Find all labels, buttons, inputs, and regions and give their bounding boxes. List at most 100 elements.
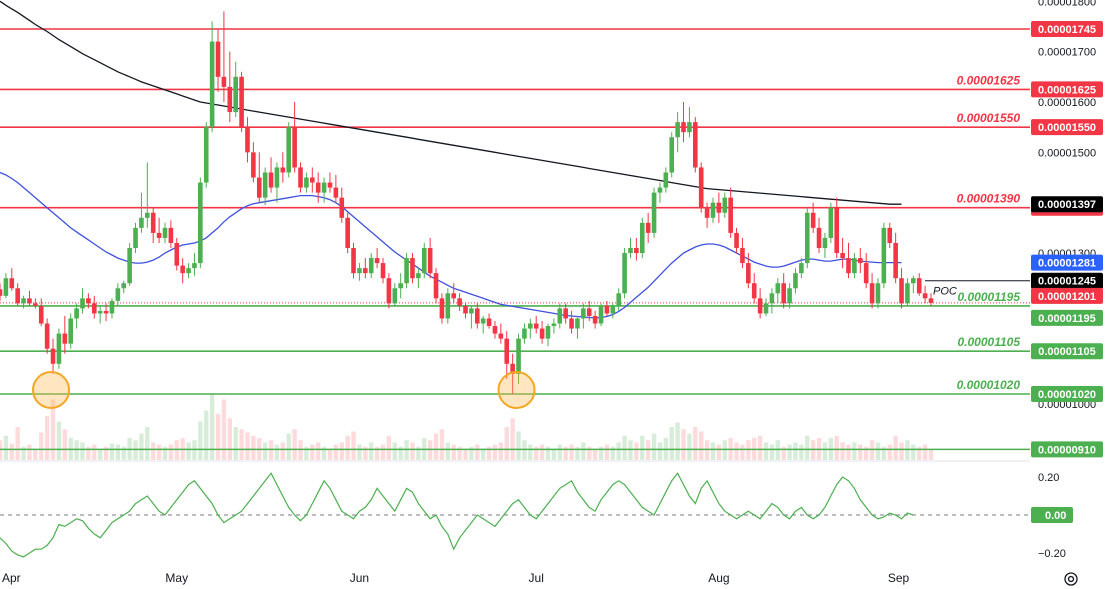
candle[interactable]	[857, 248, 863, 274]
candle[interactable]	[675, 112, 680, 153]
candle[interactable]	[121, 280, 127, 294]
candle[interactable]	[457, 293, 462, 311]
candle[interactable]	[816, 217, 822, 254]
candle[interactable]	[480, 315, 486, 334]
candle[interactable]	[651, 187, 657, 238]
candle[interactable]	[109, 298, 115, 319]
candle[interactable]	[610, 303, 616, 319]
candle[interactable]	[133, 222, 138, 254]
candle[interactable]	[421, 242, 427, 279]
candle[interactable]	[174, 237, 180, 271]
candle[interactable]	[203, 122, 209, 188]
candle[interactable]	[881, 222, 887, 289]
candle[interactable]	[887, 222, 893, 248]
candle[interactable]	[722, 192, 728, 218]
candle[interactable]	[810, 202, 816, 233]
horizontal-levels[interactable]: 0.00001625 0.00001550 0.00001390 0.00001195…	[0, 28, 1030, 451]
candle[interactable]	[150, 207, 156, 243]
candle[interactable]	[327, 172, 333, 193]
candle[interactable]	[622, 248, 627, 299]
candle[interactable]	[539, 321, 545, 344]
candle[interactable]	[657, 182, 663, 203]
candle[interactable]	[869, 273, 875, 309]
candle[interactable]	[62, 315, 68, 354]
candle[interactable]	[604, 300, 610, 316]
candle[interactable]	[616, 288, 622, 311]
candle[interactable]	[734, 227, 739, 254]
candle[interactable]	[351, 242, 356, 279]
candle[interactable]	[486, 313, 492, 329]
candle[interactable]	[899, 268, 904, 309]
candle[interactable]	[357, 263, 362, 281]
candle[interactable]	[463, 303, 468, 319]
candle[interactable]	[74, 303, 79, 329]
candle[interactable]	[292, 102, 297, 173]
candle[interactable]	[751, 273, 757, 304]
candle[interactable]	[363, 258, 368, 279]
candle[interactable]	[504, 331, 510, 379]
candle[interactable]	[775, 278, 781, 304]
candle[interactable]	[781, 273, 786, 309]
candle[interactable]	[180, 258, 185, 284]
candle[interactable]	[274, 162, 280, 203]
candle[interactable]	[592, 310, 598, 329]
candle[interactable]	[628, 237, 633, 259]
candle[interactable]	[239, 71, 244, 133]
candle[interactable]	[598, 303, 604, 327]
candle[interactable]	[27, 290, 32, 306]
candle[interactable]	[498, 323, 504, 344]
candle[interactable]	[710, 197, 716, 223]
candle[interactable]	[911, 275, 916, 294]
candle[interactable]	[474, 303, 480, 329]
time-axis[interactable]: Apr May Jun Jul Aug Sep	[2, 571, 910, 585]
candle[interactable]	[757, 288, 763, 319]
candle[interactable]	[398, 273, 403, 299]
candle[interactable]	[186, 263, 191, 279]
candle[interactable]	[822, 232, 828, 259]
candle[interactable]	[9, 268, 15, 291]
candle[interactable]	[427, 237, 433, 279]
candle[interactable]	[192, 253, 197, 276]
candle[interactable]	[698, 162, 704, 213]
candle[interactable]	[80, 288, 85, 314]
candle[interactable]	[581, 303, 586, 329]
candle[interactable]	[115, 283, 121, 306]
candle[interactable]	[545, 323, 551, 347]
candle[interactable]	[127, 242, 132, 286]
candle[interactable]	[380, 258, 386, 284]
candle[interactable]	[245, 117, 250, 163]
candle[interactable]	[528, 318, 533, 339]
candle[interactable]	[333, 175, 339, 203]
candle[interactable]	[268, 157, 274, 193]
candle[interactable]	[828, 202, 834, 243]
candle[interactable]	[469, 305, 474, 329]
candle[interactable]	[445, 288, 451, 324]
candle[interactable]	[769, 288, 775, 314]
candle[interactable]	[56, 328, 62, 369]
candle[interactable]	[368, 253, 374, 279]
candle[interactable]	[693, 117, 698, 173]
candle[interactable]	[262, 167, 268, 206]
candle[interactable]	[374, 248, 380, 269]
candle[interactable]	[198, 177, 203, 269]
candle[interactable]	[663, 167, 669, 193]
candle[interactable]	[522, 323, 527, 344]
candle[interactable]	[533, 315, 539, 334]
candle[interactable]	[846, 242, 851, 279]
candle[interactable]	[804, 207, 810, 269]
candles[interactable]	[0, 11, 934, 394]
candle[interactable]	[103, 303, 109, 321]
candle[interactable]	[280, 152, 286, 183]
candle[interactable]	[793, 268, 798, 294]
candle[interactable]	[168, 220, 174, 248]
candle[interactable]	[645, 212, 651, 243]
candle[interactable]	[227, 51, 233, 123]
candle[interactable]	[404, 253, 409, 289]
candle[interactable]	[209, 21, 215, 133]
candle[interactable]	[840, 237, 845, 269]
candle[interactable]	[687, 107, 692, 138]
candle[interactable]	[740, 237, 745, 269]
candle[interactable]	[704, 202, 710, 228]
candle[interactable]	[44, 318, 50, 354]
